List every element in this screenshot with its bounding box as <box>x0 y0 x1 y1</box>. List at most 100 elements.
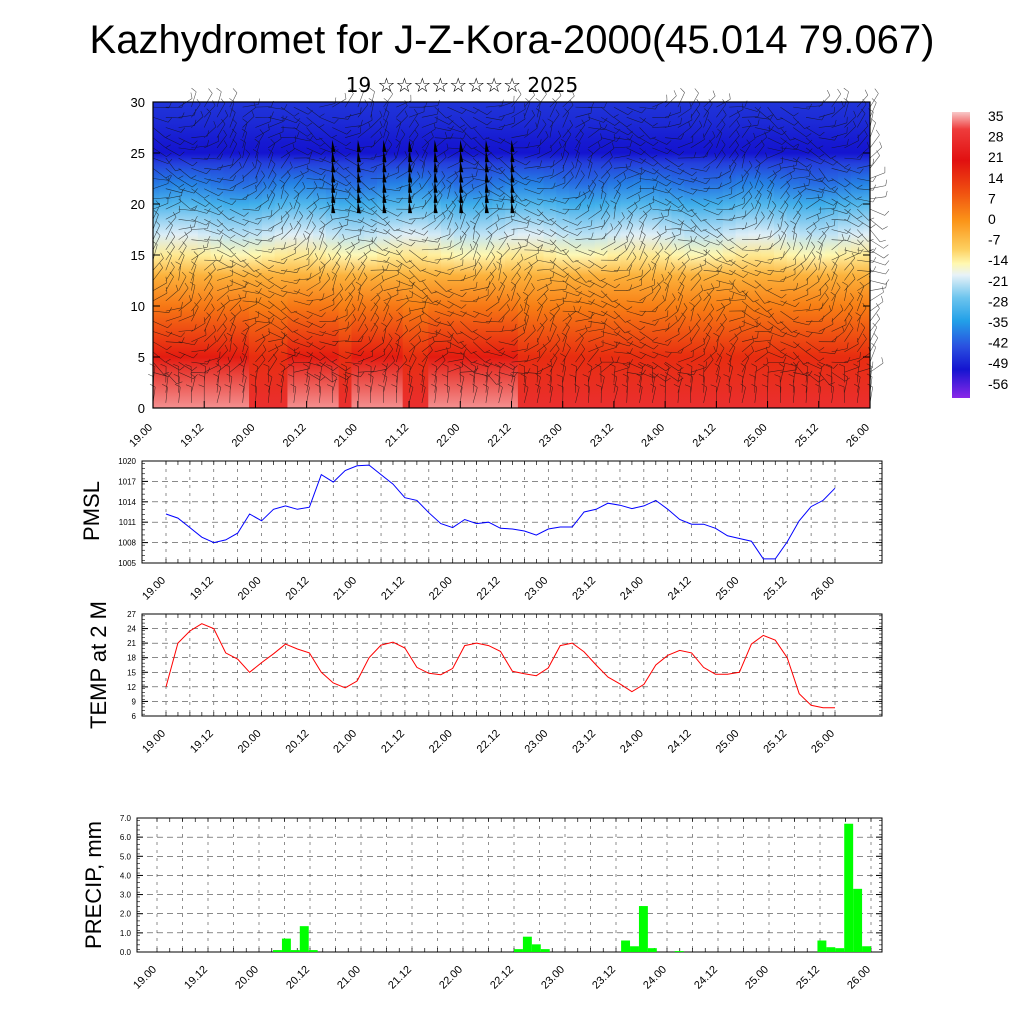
page-title: Kazhydromet for J-Z-Kora-2000(45.014 79.… <box>89 18 935 62</box>
colorbar-label: 0 <box>988 211 996 227</box>
precip-bar <box>299 926 309 952</box>
temp-2m-chart: TEMP at 2 M 6 9 12 15 18 21 24 27 19.00 19.12 20.0… <box>86 601 883 756</box>
y-tick-label: 2.0 <box>120 910 132 919</box>
heatmap-column <box>441 102 455 408</box>
heatmap-column <box>671 102 685 408</box>
precip-bar <box>273 950 282 952</box>
x-tick-label: 24.00 <box>618 728 646 756</box>
precip-bar <box>290 950 300 952</box>
x-tick-label: 19.12 <box>182 964 210 992</box>
colorbar-label: -14 <box>988 252 1008 268</box>
y-tick-label: 24 <box>127 625 136 634</box>
x-tick-label: 24.12 <box>666 575 694 603</box>
x-tick-label: 22.12 <box>475 575 503 603</box>
x-tick-label: 20.12 <box>284 728 312 756</box>
colorbar-label: 7 <box>988 190 996 206</box>
precip-bar <box>835 948 845 952</box>
heatmap-column <box>799 102 813 408</box>
y-tick-label: 12 <box>127 683 136 692</box>
colorbar-label: 35 <box>988 108 1004 124</box>
precip-bar <box>281 938 291 952</box>
x-tick-label: 21.00 <box>331 728 359 756</box>
colorbar-label: -7 <box>988 232 1001 248</box>
x-tick-label: 23.00 <box>522 575 550 603</box>
colorbar: 35 28 21 14 7 0 -7 -14 -21 -28 -35 -42 -49 -56 <box>952 108 1008 398</box>
precip-chart: PRECIP, mm 0.0 1.0 2.0 3.0 4.0 5.0 6.0 7.0 19.00… <box>81 814 883 992</box>
y-tick-label: 5.0 <box>120 852 132 861</box>
y-tick-label: 9 <box>132 697 137 706</box>
precip-bar <box>531 944 541 952</box>
x-tick-label: 20.00 <box>233 964 261 992</box>
x-tick-label: 25.12 <box>793 422 821 450</box>
colorbar-label: -21 <box>988 273 1008 289</box>
heatmap-column <box>236 102 250 408</box>
y-tick-label: 1.0 <box>120 929 132 938</box>
heatmap-column <box>325 102 340 408</box>
y-tick-label: 1008 <box>118 539 136 548</box>
x-tick-label: 22.00 <box>434 422 462 450</box>
plot-frame <box>141 460 883 564</box>
precip-bar <box>638 906 648 952</box>
y-tick-label: 7.0 <box>120 814 132 823</box>
heatmap-column <box>607 102 621 408</box>
heatmap-column <box>633 102 647 408</box>
heatmap-column <box>338 102 353 408</box>
heatmap-column <box>261 102 276 408</box>
precip-bar <box>674 951 684 952</box>
series-line <box>165 623 835 709</box>
x-tick-label: 25.12 <box>761 728 789 756</box>
precip-bar <box>862 946 872 952</box>
x-tick-label: 22.00 <box>427 728 455 756</box>
precip-bar <box>630 946 639 952</box>
heatmap-column <box>709 102 724 408</box>
pmsl-ylabel: PMSL <box>79 481 104 541</box>
x-tick-label: 26.00 <box>844 422 872 450</box>
precip-bar <box>826 947 836 952</box>
y-tick-label: 0 <box>138 401 145 416</box>
x-tick-label: 21.00 <box>332 422 360 450</box>
x-tick-label: 21.12 <box>379 728 407 756</box>
y-tick-label: 15 <box>127 668 136 677</box>
heatmap-column <box>543 102 557 408</box>
x-tick-label: 20.00 <box>230 422 258 450</box>
x-tick-label: 21.00 <box>335 964 363 992</box>
y-tick-label: 10 <box>131 299 145 314</box>
y-tick-label: 0.0 <box>120 948 132 957</box>
x-tick-label: 22.12 <box>486 422 514 450</box>
x-tick-label: 19.00 <box>131 964 159 992</box>
x-tick-label: 23.00 <box>522 728 550 756</box>
y-tick-label: 1014 <box>118 498 136 507</box>
temperature-cross-section: 0 5 10 15 20 25 30 19.00 19.12 20.00 20.12 21.00 21… <box>127 87 890 450</box>
precip-bar <box>308 950 318 952</box>
colorbar-label: -56 <box>988 376 1008 392</box>
x-tick-label: 19.12 <box>188 728 216 756</box>
temp-ylabel: TEMP at 2 M <box>86 601 111 729</box>
pmsl-chart: PMSL 1005 1008 1011 1014 1017 1020 19.00 19.12 2… <box>79 457 883 603</box>
precip-bar <box>647 948 657 952</box>
heatmap-column <box>594 102 609 408</box>
heatmap-column <box>684 102 698 408</box>
x-tick-label: 25.12 <box>794 964 822 992</box>
heatmap-column <box>569 102 583 408</box>
x-tick-label: 21.12 <box>383 422 411 450</box>
heatmap-column <box>210 102 225 408</box>
colorbar-label: -35 <box>988 314 1008 330</box>
x-tick-label: 25.00 <box>714 728 742 756</box>
x-tick-label: 23.12 <box>590 964 618 992</box>
y-tick-label: 6.0 <box>120 833 132 842</box>
x-tick-label: 21.00 <box>331 575 359 603</box>
x-tick-label: 23.12 <box>570 575 598 603</box>
x-tick-label: 21.12 <box>386 964 414 992</box>
y-tick-label: 6 <box>132 712 137 721</box>
x-tick-label: 24.12 <box>666 728 694 756</box>
precip-bar <box>522 936 532 952</box>
colorbar-label: -42 <box>988 335 1008 351</box>
y-tick-label: 25 <box>131 146 145 161</box>
heatmap-column <box>658 102 673 408</box>
x-tick-label: 26.00 <box>845 964 873 992</box>
y-tick-label: 27 <box>127 610 136 619</box>
precip-bar <box>844 823 854 952</box>
x-tick-label: 19.00 <box>127 422 155 450</box>
precip-bar <box>621 940 631 952</box>
heatmap-column <box>249 102 263 408</box>
